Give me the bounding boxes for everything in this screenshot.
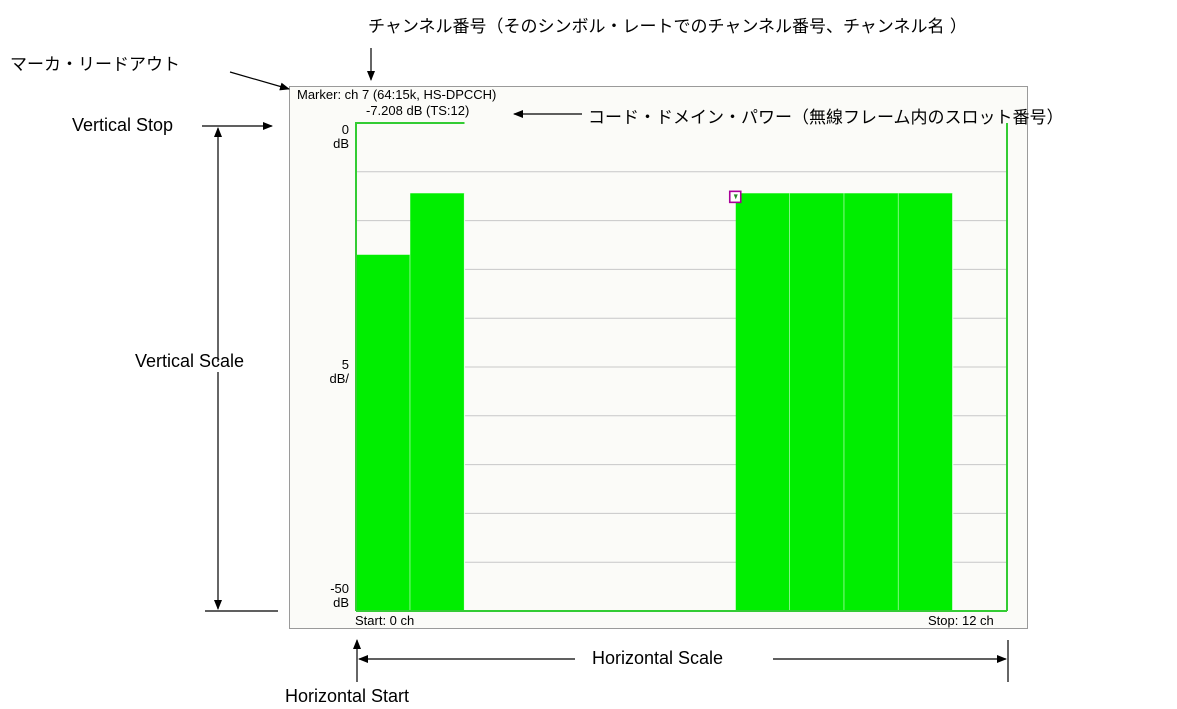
trace-outline: [355, 122, 1008, 612]
start-label: Start: 0 ch: [355, 613, 415, 628]
y-scale-unit: dB/: [329, 371, 349, 386]
y-top-value: 0: [341, 122, 349, 137]
y-scale-value: 5: [341, 357, 349, 372]
bar-group: [356, 193, 954, 611]
callout-horizontal-scale: Horizontal Scale: [592, 648, 724, 668]
y-bottom-value: -50: [330, 581, 349, 596]
marker-readout-arrow: [229, 71, 290, 91]
bar: [844, 193, 899, 611]
marker-icon: [733, 194, 738, 200]
trace-top-left: [355, 122, 465, 611]
bar: [735, 193, 790, 611]
bar: [356, 254, 411, 611]
callout-channel-number: チャンネル番号（そのシンボル・レートでのチャンネル番号、チャンネル名 ）: [368, 17, 967, 37]
callout-marker-readout: マーカ・リードアウト: [10, 55, 180, 75]
y-bottom-unit: dB: [333, 595, 349, 610]
callout-code-domain-power: コード・ドメイン・パワー（無線フレーム内のスロット番号）: [588, 108, 1064, 128]
callout-vertical-scale: Vertical Scale: [135, 351, 245, 371]
bar: [790, 193, 845, 611]
marker-readout-line2: -7.208 dB (TS:12): [366, 103, 470, 118]
callout-horizontal-start: Horizontal Start: [285, 686, 410, 706]
y-top-unit: dB: [333, 136, 349, 151]
bar: [898, 193, 953, 611]
callout-vertical-stop: Vertical Stop: [72, 115, 174, 135]
stop-label: Stop: 12 ch: [928, 613, 994, 628]
marker-readout-line1: Marker: ch 7 (64:15k, HS-DPCCH): [297, 87, 497, 102]
marker-group: [728, 190, 742, 204]
bar: [410, 193, 465, 611]
